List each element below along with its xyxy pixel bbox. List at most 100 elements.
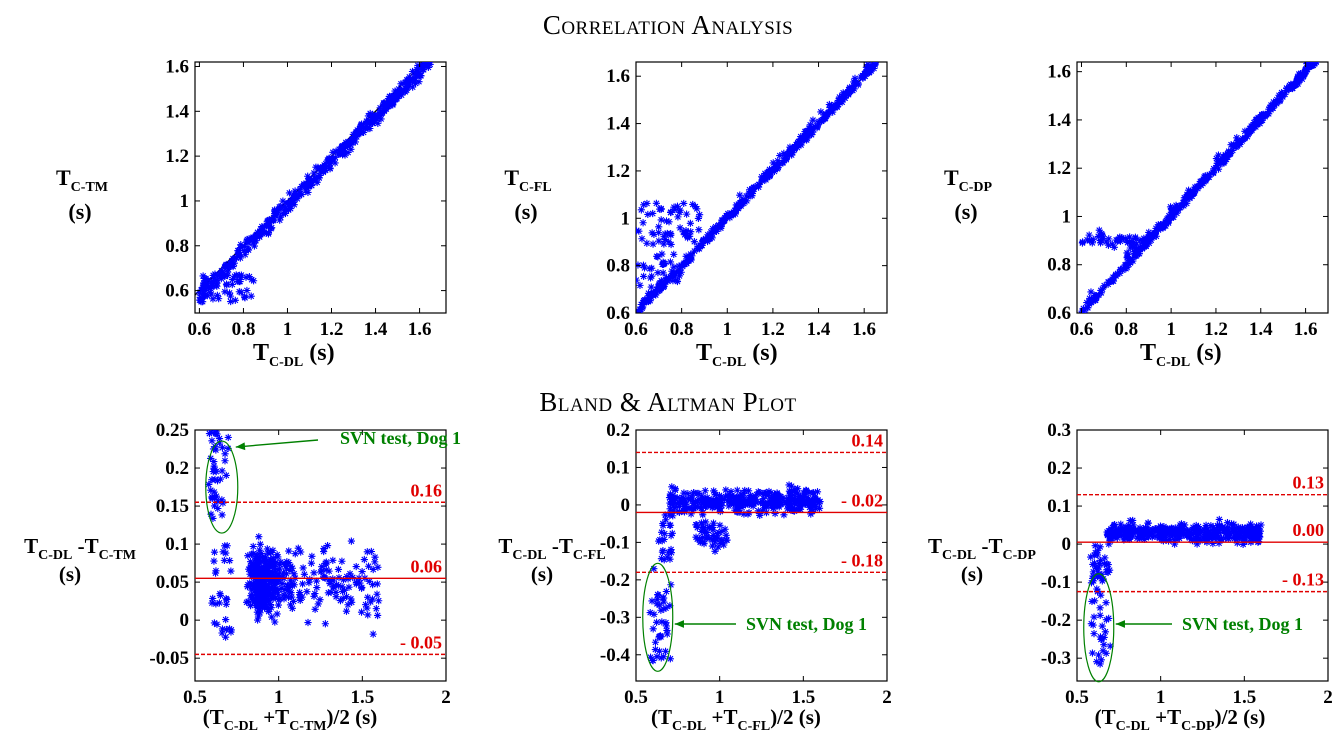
data-point — [371, 553, 379, 561]
data-point — [652, 618, 661, 626]
data-point — [708, 542, 716, 550]
data-point — [1247, 520, 1255, 528]
data-point — [311, 174, 319, 182]
data-point — [375, 114, 383, 122]
data-point — [275, 586, 283, 594]
data-point — [371, 558, 379, 566]
data-point — [693, 502, 701, 510]
y-tick-label: 0 — [1062, 534, 1072, 555]
data-point — [255, 533, 263, 541]
data-point — [1105, 278, 1113, 286]
data-point — [1151, 525, 1159, 533]
data-point — [334, 150, 343, 158]
data-point — [687, 228, 695, 236]
data-point — [1214, 165, 1223, 173]
data-point — [1272, 98, 1280, 107]
data-point — [655, 280, 663, 288]
data-point — [374, 111, 382, 119]
data-point — [236, 254, 244, 262]
data-point — [209, 295, 217, 303]
data-point — [697, 519, 705, 527]
data-point — [267, 217, 276, 225]
data-point — [372, 605, 380, 613]
data-point — [696, 503, 704, 511]
data-point — [246, 558, 255, 566]
data-point — [222, 625, 230, 634]
data-point — [305, 182, 313, 190]
data-point — [646, 274, 655, 282]
data-point — [312, 163, 320, 171]
data-point — [1161, 531, 1169, 539]
data-point — [367, 118, 375, 126]
data-point — [223, 542, 231, 550]
data-point — [753, 491, 761, 499]
y-tick-label: 1.6 — [165, 56, 189, 77]
data-point — [252, 237, 260, 245]
annotation-arrow-head — [235, 442, 246, 451]
data-point — [1202, 521, 1210, 530]
data-point — [364, 611, 372, 619]
data-point — [425, 53, 432, 60]
data-point — [649, 625, 657, 633]
data-point — [716, 496, 725, 504]
data-point — [1152, 227, 1160, 235]
data-point — [1096, 604, 1104, 612]
data-point — [1258, 111, 1266, 119]
data-point — [1174, 206, 1182, 214]
data-point — [819, 116, 827, 124]
data-point — [211, 475, 219, 484]
data-point — [265, 562, 274, 570]
data-point — [665, 493, 674, 502]
data-point — [226, 260, 234, 268]
data-point — [680, 489, 688, 497]
data-point — [1104, 531, 1113, 539]
data-point — [323, 542, 332, 550]
data-point — [696, 211, 704, 219]
data-point — [374, 119, 382, 127]
data-point — [213, 477, 222, 485]
data-point — [646, 297, 654, 305]
data-point — [1126, 233, 1134, 241]
data-point — [251, 581, 259, 589]
data-point — [195, 289, 204, 297]
data-point — [208, 599, 216, 607]
data-point — [666, 655, 674, 663]
data-point — [1085, 300, 1093, 308]
data-point — [660, 653, 668, 661]
panel-ba-dp: 0.5 1 1.5 2 -0.3 -0.2 -0.1 0 0.1 0.2 0.3 0.13 0.00 - … — [928, 420, 1333, 733]
data-point — [1078, 239, 1087, 247]
data-point — [225, 289, 234, 297]
data-point — [1242, 525, 1250, 534]
data-point — [723, 536, 731, 544]
data-point — [636, 281, 644, 289]
data-point — [680, 199, 688, 208]
data-point — [211, 569, 220, 577]
data-point — [698, 492, 706, 500]
y-axis-label-main: TC-DL -TC-TM — [24, 534, 136, 563]
data-point — [1278, 89, 1287, 98]
data-point — [1094, 232, 1102, 241]
data-point — [722, 531, 730, 539]
data-point — [1110, 521, 1118, 529]
data-point — [349, 573, 357, 582]
data-point — [1171, 540, 1179, 548]
data-point — [807, 124, 815, 132]
data-point — [662, 587, 670, 596]
data-point — [362, 601, 370, 609]
data-point — [807, 510, 815, 518]
data-point — [770, 165, 778, 173]
data-point — [649, 240, 657, 248]
data-point — [280, 591, 288, 599]
data-point — [226, 556, 234, 565]
data-point — [397, 80, 405, 88]
data-point — [1268, 104, 1276, 112]
data-point — [279, 569, 288, 577]
data-point — [253, 591, 262, 599]
data-point — [799, 136, 807, 144]
data-point — [832, 102, 841, 110]
data-point — [675, 272, 684, 280]
data-point — [666, 273, 675, 281]
data-point — [334, 582, 342, 590]
y-tick-label: 1 — [621, 208, 631, 229]
data-point — [1177, 525, 1186, 533]
